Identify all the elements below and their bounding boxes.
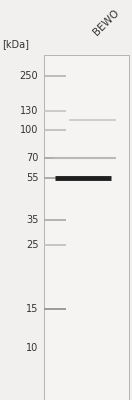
Text: 70: 70: [26, 153, 38, 163]
Text: 15: 15: [26, 304, 38, 314]
Text: 10: 10: [26, 343, 38, 353]
Text: 130: 130: [20, 106, 38, 116]
Text: 55: 55: [26, 173, 38, 183]
Text: 250: 250: [20, 71, 38, 81]
Text: 35: 35: [26, 215, 38, 225]
Text: [kDa]: [kDa]: [2, 39, 29, 49]
Text: 100: 100: [20, 125, 38, 135]
Text: BEWO: BEWO: [91, 7, 121, 37]
Bar: [44, 55, 129, 400]
Text: 25: 25: [26, 240, 38, 250]
